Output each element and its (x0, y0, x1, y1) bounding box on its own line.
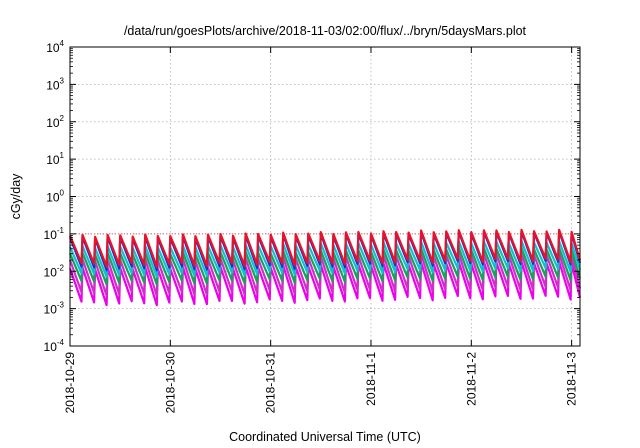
y-tick-label: 101 (46, 151, 64, 167)
data-layer (68, 228, 582, 307)
x-axis-label: Coordinated Universal Time (UTC) (229, 430, 421, 444)
x-tick-label: 2018-11-3 (565, 352, 579, 406)
series-line (68, 228, 582, 268)
y-tick-label: 10-4 (44, 338, 65, 354)
y-tick-label: 102 (46, 114, 64, 130)
x-tick-label: 2018-11-2 (464, 352, 478, 406)
y-tick-label: 104 (46, 39, 64, 55)
ticks: 104 103 102 101 100 10-1 10-2 10-3 10-42018-10-2… (44, 39, 580, 413)
chart-title: /data/run/goesPlots/archive/2018-11-03/0… (124, 24, 527, 38)
x-tick-label: 2018-10-31 (264, 352, 278, 414)
y-tick-label: 10-1 (44, 226, 65, 242)
y-axis-label: cGy/day (9, 173, 23, 220)
x-tick-label: 2018-11-1 (364, 352, 378, 406)
y-tick-label: 100 (46, 189, 64, 205)
grid (70, 47, 580, 346)
x-tick-label: 2018-10-30 (163, 352, 177, 414)
x-tick-label: 2018-10-29 (63, 352, 77, 414)
y-tick-label: 103 (46, 76, 64, 92)
y-tick-label: 10-3 (44, 301, 65, 317)
y-tick-label: 10-2 (44, 263, 65, 279)
